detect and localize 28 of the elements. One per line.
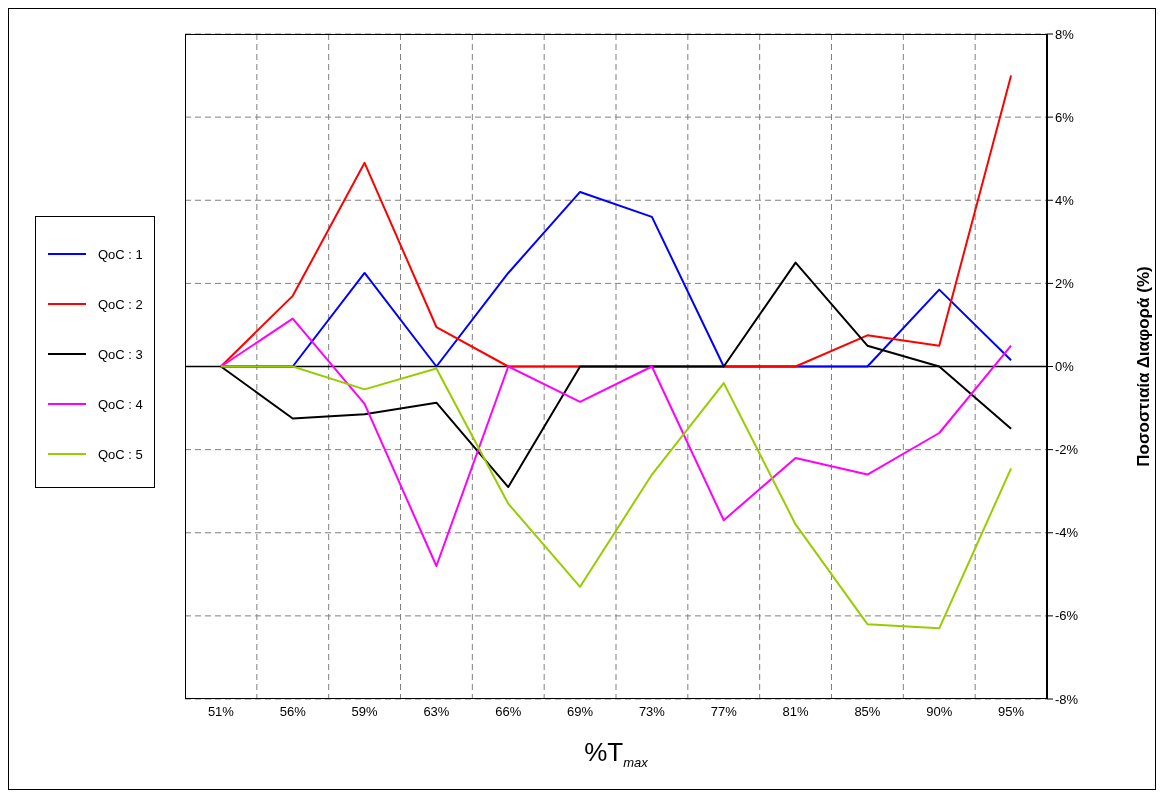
y-tick-label: 8% bbox=[1055, 26, 1075, 42]
x-axis-title: %T$_{max}$ bbox=[584, 737, 648, 771]
x-tick-label: 51% bbox=[207, 704, 235, 720]
y-tick-label: -6% bbox=[1055, 608, 1079, 624]
x-tick-label: 73% bbox=[638, 704, 666, 720]
x-tick-label: 66% bbox=[495, 704, 522, 720]
y-axis-title: Ποσοστιαία Διαφορά (%) bbox=[1134, 266, 1154, 467]
y-tick-label: 6% bbox=[1055, 109, 1075, 125]
y-tick-label: 4% bbox=[1055, 192, 1075, 208]
legend-label: QoC : 4 bbox=[98, 396, 143, 412]
legend-label: QoC : 1 bbox=[98, 246, 143, 262]
y-tick-label: 2% bbox=[1055, 275, 1075, 291]
legend-label: QoC : 2 bbox=[98, 296, 143, 312]
y-tick-label: -4% bbox=[1055, 525, 1079, 541]
legend-label: QoC : 5 bbox=[98, 446, 143, 462]
x-tick-label: 95% bbox=[998, 704, 1025, 720]
x-tick-label: 77% bbox=[710, 704, 738, 720]
y-tick-label: -8% bbox=[1055, 691, 1079, 707]
y-tick-label: 0% bbox=[1055, 359, 1075, 375]
x-tick-label: 81% bbox=[782, 704, 810, 720]
x-tick-label: 63% bbox=[423, 704, 450, 720]
x-tick-label: 56% bbox=[279, 704, 307, 720]
y-tick-label: -2% bbox=[1055, 442, 1079, 458]
x-tick-label: 59% bbox=[351, 704, 379, 720]
x-tick-label: 85% bbox=[854, 704, 881, 720]
x-tick-label: 69% bbox=[567, 704, 594, 720]
x-tick-label: 90% bbox=[926, 704, 953, 720]
legend-label: QoC : 3 bbox=[98, 346, 143, 362]
